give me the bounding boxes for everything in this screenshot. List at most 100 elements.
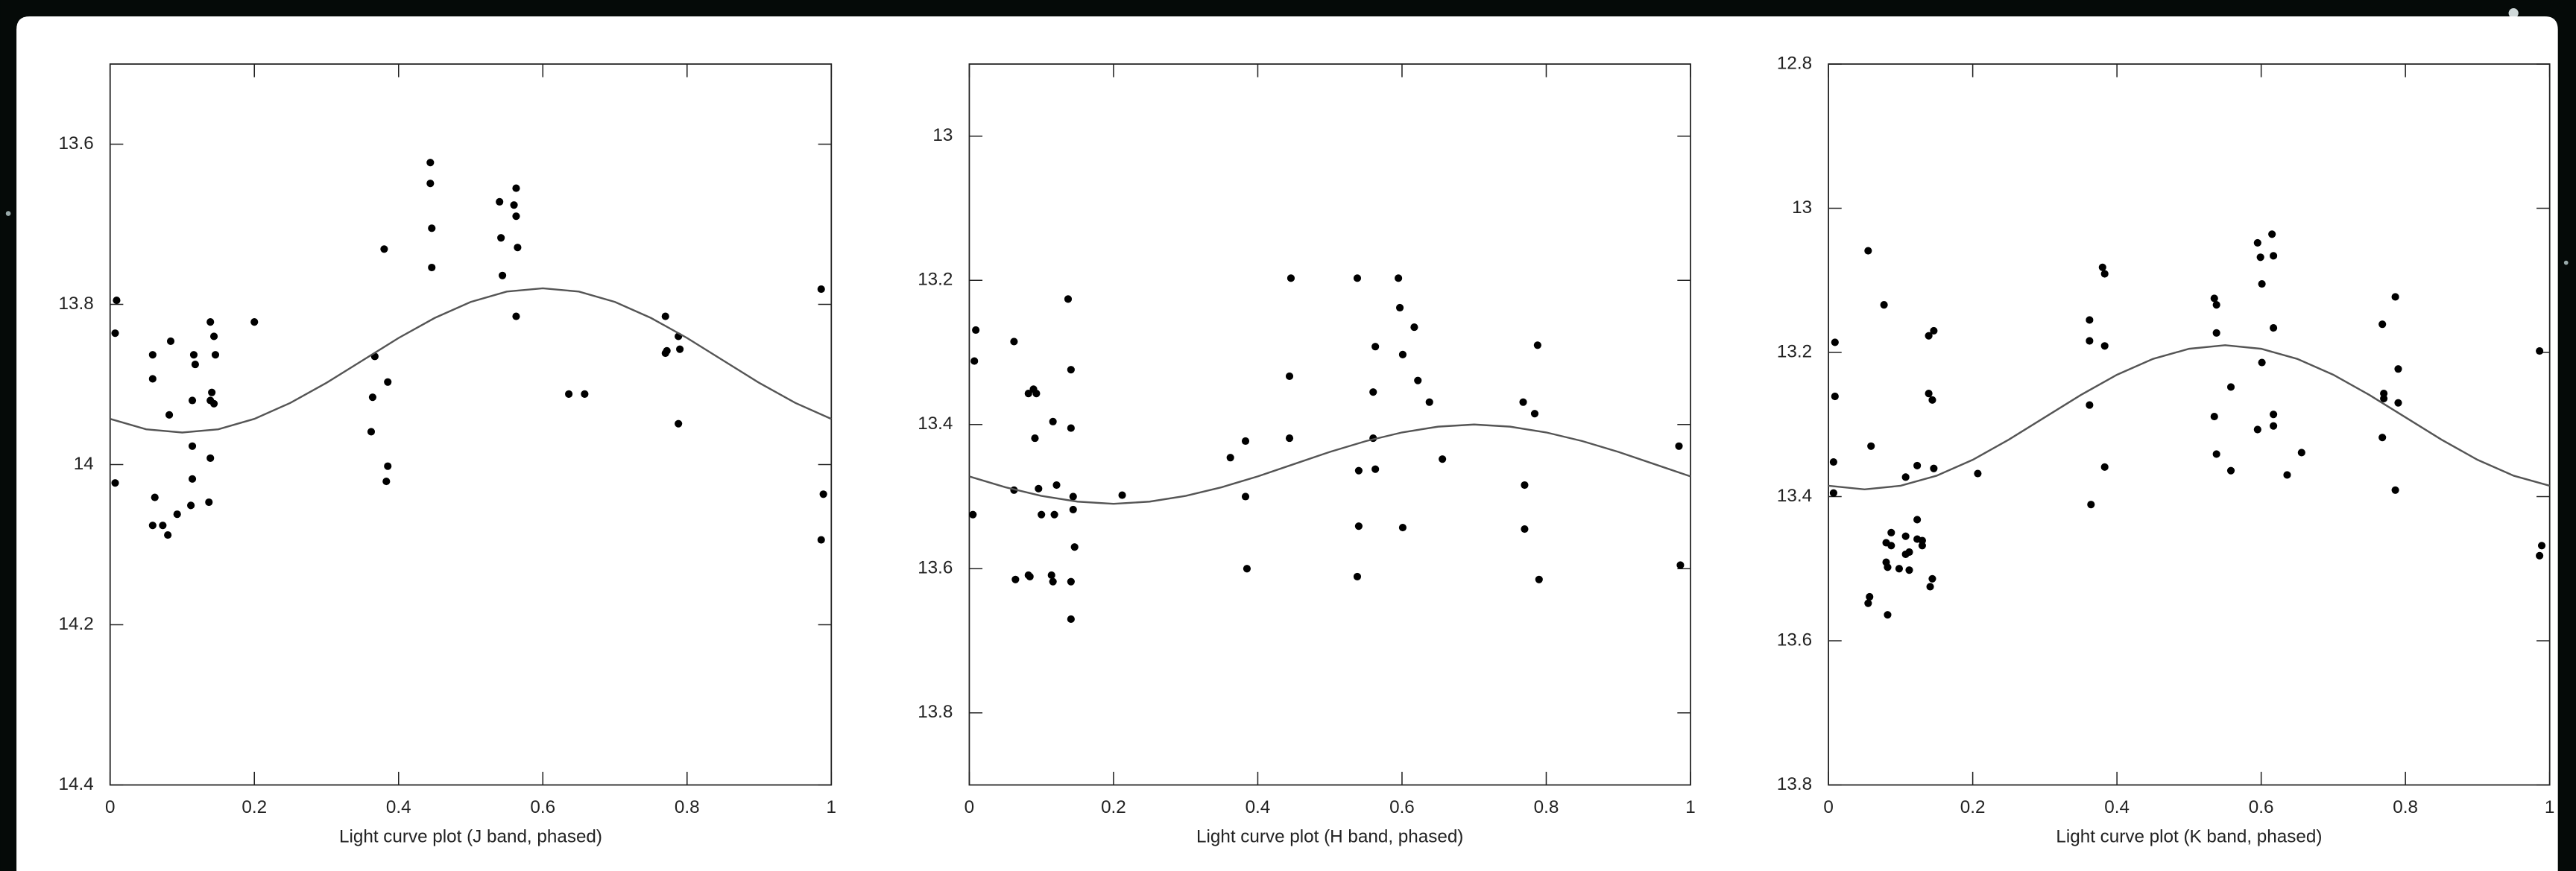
- data-point: [1884, 611, 1892, 619]
- data-point: [1243, 565, 1251, 573]
- data-point: [1354, 522, 1363, 530]
- y-tick-label: 13: [1792, 197, 1812, 218]
- data-point: [2098, 263, 2106, 271]
- data-point: [969, 510, 977, 519]
- data-point: [2270, 411, 2278, 419]
- x-axis-label: Light curve plot (J band, phased): [339, 826, 602, 846]
- data-point: [173, 510, 181, 519]
- data-point: [1024, 390, 1032, 398]
- data-point: [1049, 417, 1057, 425]
- data-point: [426, 159, 435, 167]
- data-point: [1521, 481, 1529, 490]
- y-tick-label: 13.8: [59, 294, 94, 314]
- data-point: [1535, 575, 1543, 583]
- data-point: [1880, 301, 1888, 309]
- x-tick-label: 0.8: [1534, 797, 1559, 817]
- data-point: [1354, 466, 1363, 475]
- data-point: [164, 531, 172, 539]
- x-tick-label: 0.6: [530, 797, 555, 817]
- data-point: [2212, 450, 2220, 458]
- data-point: [148, 351, 157, 359]
- data-point: [1285, 372, 1294, 380]
- data-point: [972, 326, 980, 335]
- data-point: [148, 375, 157, 383]
- data-point: [1928, 574, 1936, 583]
- data-point: [1676, 561, 1685, 569]
- data-point: [2253, 238, 2261, 247]
- data-point: [1930, 464, 1938, 472]
- data-point: [1831, 392, 1839, 401]
- data-point: [367, 428, 376, 436]
- y-tick-label: 13.8: [918, 702, 953, 722]
- data-point: [1026, 572, 1034, 580]
- data-point: [1398, 350, 1407, 358]
- x-tick-label: 0: [105, 797, 115, 817]
- data-point: [970, 357, 979, 365]
- x-tick-label: 0.2: [1960, 797, 1986, 817]
- data-point: [2283, 471, 2291, 479]
- fit-curve: [110, 287, 832, 434]
- data-point: [675, 419, 683, 428]
- data-point: [1425, 398, 1433, 406]
- data-point: [426, 180, 435, 188]
- data-point: [166, 337, 175, 345]
- x-tick-label: 0: [1823, 797, 1833, 817]
- data-point: [2100, 463, 2109, 471]
- x-tick-label: 0.6: [2249, 797, 2274, 817]
- data-point: [1831, 338, 1839, 346]
- y-tick-label: 14.4: [59, 774, 94, 794]
- data-point: [2226, 466, 2235, 475]
- x-tick-label: 0.2: [1101, 797, 1126, 817]
- data-point: [1925, 332, 1933, 340]
- data-point: [209, 399, 218, 408]
- data-point: [2378, 320, 2387, 329]
- data-point: [1895, 565, 1904, 573]
- data-point: [1901, 473, 1910, 481]
- y-tick-label: 13: [932, 125, 953, 145]
- data-point: [496, 197, 504, 206]
- data-point: [2100, 342, 2109, 350]
- x-tick-label: 1: [1685, 797, 1695, 817]
- data-point: [1867, 442, 1875, 450]
- data-point: [384, 378, 392, 386]
- data-point: [209, 332, 218, 341]
- data-point: [188, 475, 197, 483]
- data-point: [206, 318, 215, 326]
- data-point: [2258, 279, 2266, 288]
- data-point: [512, 184, 520, 192]
- data-point: [2258, 358, 2266, 367]
- data-point: [1925, 390, 1933, 398]
- data-point: [676, 345, 684, 353]
- data-point: [428, 224, 436, 232]
- data-point: [581, 390, 589, 398]
- data-point: [1398, 524, 1407, 532]
- y-tick-label: 13.2: [918, 270, 953, 290]
- data-point: [819, 490, 827, 498]
- data-point: [1675, 442, 1683, 450]
- data-point: [661, 312, 669, 320]
- x-axis-label: Light curve plot (K band, phased): [2056, 826, 2322, 846]
- data-point: [2210, 413, 2218, 421]
- data-point: [1864, 247, 1872, 255]
- data-point: [205, 498, 213, 507]
- x-tick-label: 1: [827, 797, 836, 817]
- x-tick-label: 0.4: [2104, 797, 2130, 817]
- data-point: [188, 396, 197, 405]
- data-point: [1067, 615, 1075, 624]
- data-point: [1519, 398, 1527, 406]
- data-point: [2086, 316, 2094, 324]
- data-point: [189, 351, 198, 359]
- x-tick-label: 0.6: [1389, 797, 1415, 817]
- data-point: [1864, 599, 1872, 607]
- data-point: [1901, 532, 1910, 540]
- y-tick-label: 14.2: [59, 614, 94, 634]
- x-tick-label: 0.2: [242, 797, 267, 817]
- data-point: [1010, 338, 1018, 346]
- data-point: [2394, 399, 2402, 407]
- data-point: [565, 390, 573, 398]
- data-point: [514, 244, 522, 252]
- data-point: [1241, 437, 1250, 446]
- data-point: [1926, 583, 1934, 591]
- y-tick-label: 13.2: [1777, 341, 1812, 361]
